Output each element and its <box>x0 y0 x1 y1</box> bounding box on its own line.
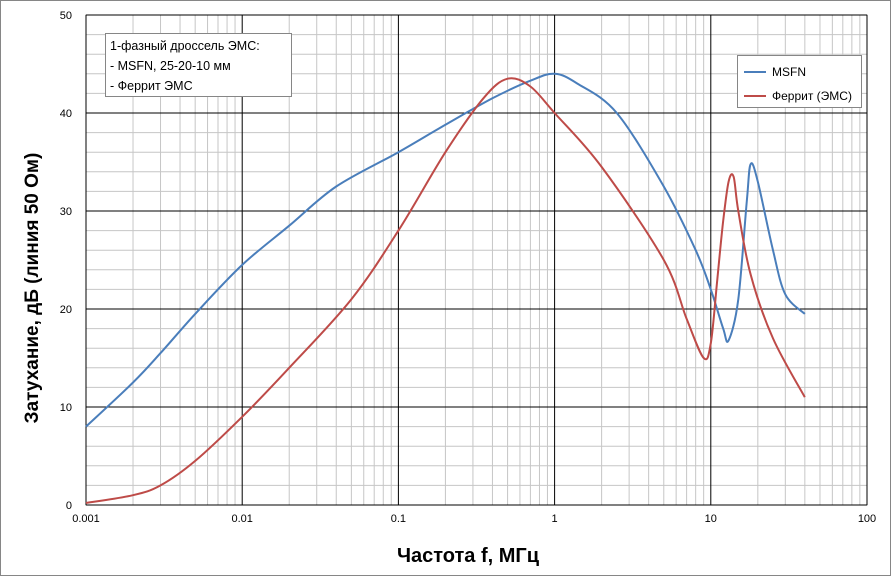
legend-label-msfn: MSFN <box>772 65 806 79</box>
x-tick-label: 0.1 <box>391 513 406 525</box>
series-line-0 <box>85 72 806 428</box>
y-tick-label: 10 <box>60 402 72 414</box>
annotation-line-3: - Феррит ЭМС <box>110 79 193 93</box>
y-tick-label: 20 <box>60 304 72 316</box>
y-axis-title: Затухание, дБ (линия 50 Ом) <box>22 153 43 424</box>
x-tick-label: 0.001 <box>72 513 100 525</box>
x-tick-label: 10 <box>705 513 717 525</box>
x-tick-label: 100 <box>858 513 876 525</box>
x-axis-title: Частота f, МГц <box>397 545 540 567</box>
annotation-box: 1-фазный дроссель ЭМС: - MSFN, 25-20-10 … <box>105 33 292 97</box>
legend-swatch-msfn <box>744 71 766 73</box>
x-tick-label: 1 <box>552 513 558 525</box>
x-tick-label: 0.01 <box>231 513 252 525</box>
y-tick-label: 0 <box>66 500 72 512</box>
legend-swatch-ferrite <box>744 95 766 97</box>
series-line-1 <box>85 77 806 504</box>
grid-major <box>85 14 868 506</box>
legend-label-ferrite: Феррит (ЭМС) <box>772 89 852 103</box>
y-tick-labels: 0 10 20 30 40 50 <box>60 10 72 512</box>
legend-item-ferrite: Феррит (ЭМС) <box>744 88 852 104</box>
annotation-line-2: - MSFN, 25-20-10 мм <box>110 59 231 73</box>
y-tick-label: 50 <box>60 10 72 22</box>
annotation-line-1: 1-фазный дроссель ЭМС: <box>110 39 260 53</box>
legend: MSFN Феррит (ЭМС) <box>737 55 862 108</box>
y-tick-label: 40 <box>60 108 72 120</box>
x-tick-labels: 0.001 0.01 0.1 1 10 100 <box>72 513 876 525</box>
legend-item-msfn: MSFN <box>744 64 806 80</box>
y-tick-label: 30 <box>60 206 72 218</box>
series-layer <box>85 72 806 504</box>
